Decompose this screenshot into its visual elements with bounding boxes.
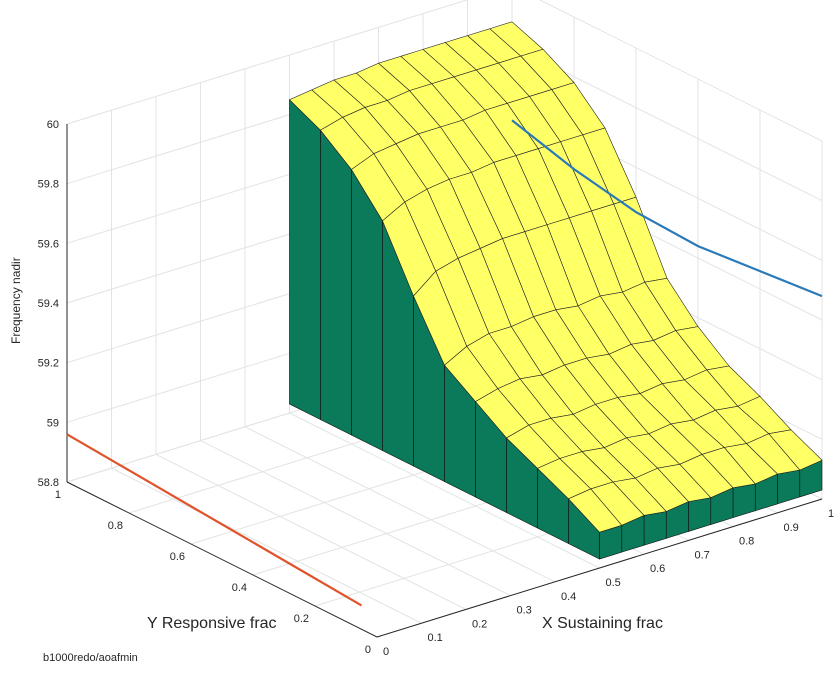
floor-grid-x [244,426,556,583]
floor-grid-x [111,467,422,624]
floor-grid-x [289,412,600,569]
z-axis-label: Frequency nadir [9,257,23,344]
x-tick-label: 0 [383,646,389,658]
x-tick-label: 0.5 [606,577,621,589]
x-tick-label: 0.1 [428,632,443,644]
y-axis-line [66,481,378,638]
z-tick-label: 59 [47,417,59,429]
tick-labels-layer: 0 0.1 0.2 0.3 0.4 0.5 0.6 0.7 0.8 0.9 1 0 0.2 0.4 0.6 0… [38,119,835,658]
series-line [66,433,363,607]
x-axis-label: X Sustaining frac [542,615,663,632]
y-axis-label: Y Responsive frac [147,615,277,632]
y-tick-label: 0.2 [294,613,309,625]
z-tick-label: 58.8 [38,477,59,489]
x-tick-label: 0.8 [739,536,754,548]
x-tick-label: 0.3 [517,605,532,617]
y-tick-label: 1 [55,489,61,501]
back-grid-z [538,0,823,142]
y-tick-label: 0.4 [232,582,247,594]
z-tick-label: 59.2 [38,358,59,370]
surface-side-wall [320,129,352,436]
z-tick-label: 59.8 [38,179,59,191]
y-tick-label: 0 [365,644,371,656]
side-grid-z [66,0,469,125]
z-tick-label: 59.6 [38,238,59,250]
series-line [511,119,823,298]
z-tick-label: 59.4 [38,298,59,310]
x-axis-line [376,498,823,638]
surface-front-wall [688,497,712,532]
surface-front-wall [777,469,801,505]
surface-front-wall [732,483,756,519]
floor-grid-x [200,440,511,597]
z-tick-label: 60 [47,119,59,131]
surface-layer [288,21,823,560]
floor-grid-x [155,453,467,610]
x-tick-label: 0.9 [784,522,799,534]
y-tick-label: 0.8 [108,520,123,532]
x-tick-label: 0.7 [695,549,710,561]
y-tick-label: 0.6 [170,551,185,563]
surface-front-wall [643,511,667,546]
x-tick-label: 0.6 [650,563,665,575]
surface-side-wall [289,99,321,421]
surface-patch [567,488,623,533]
x-tick-label: 1 [828,508,834,520]
x-tick-label: 0.4 [561,591,576,603]
axes-layer [66,124,823,638]
lines-layer [66,119,823,607]
footer-caption: b1000redo/aoafmin [43,652,138,664]
x-tick-label: 0.2 [472,618,487,630]
